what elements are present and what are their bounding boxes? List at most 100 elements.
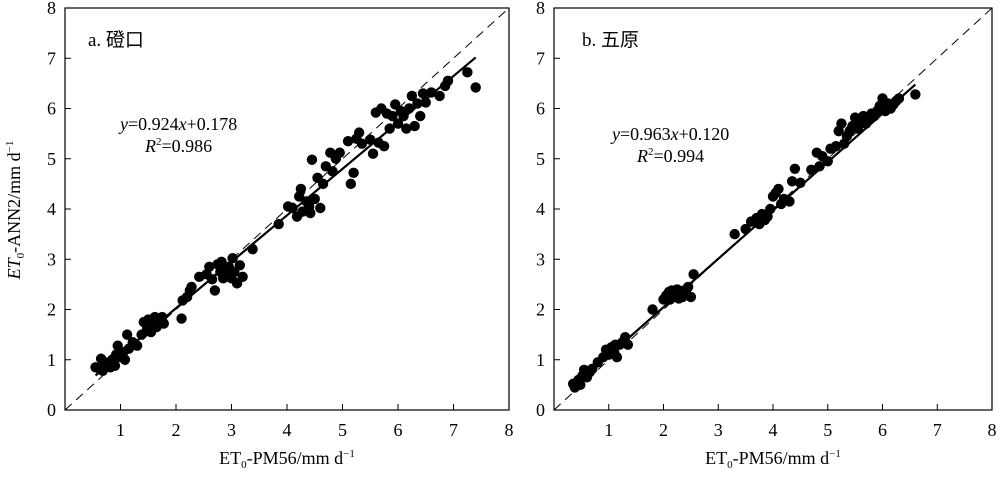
data-point [773,183,784,195]
x-tick-label: 8 [988,420,997,440]
data-point [353,127,365,138]
panel-label: a. 磴口 [88,29,144,51]
data-point [789,163,801,174]
x-tick-label: 4 [769,420,778,440]
data-point [119,354,131,365]
data-point [342,135,354,147]
r2-r: R [144,136,156,156]
x-tick-label: 3 [227,420,236,440]
x-axis-label: ET0-PM56/mm d−1 [705,448,841,471]
data-point [186,281,197,293]
data-point [415,110,426,122]
y-tick-label: 4 [536,199,545,219]
data-point [234,260,246,271]
data-point [334,147,345,158]
y-tick-label: 1 [536,350,545,370]
data-point [442,75,454,87]
x-tick-label: 5 [823,420,832,440]
data-point [822,156,833,167]
data-point [795,177,806,189]
data-point [317,178,329,190]
data-point [356,138,368,149]
data-point [682,281,694,293]
x-tick-label: 4 [283,420,292,440]
y-tick-label: 7 [536,48,545,68]
data-point [406,90,418,102]
x-tick-label: 2 [659,420,668,440]
data-point [365,134,376,145]
data-point [327,166,338,177]
data-point [893,93,905,104]
y-ticks: 0 1 2 3 4 5 6 7 8 [47,0,71,420]
r2-value: =0.986 [162,136,213,156]
data-point [204,261,215,272]
data-point [345,178,357,190]
data-point [806,164,817,176]
data-point [740,223,751,235]
y-tick-label: 3 [47,249,56,269]
data-point [462,67,473,78]
x-tick-label: 2 [172,420,181,440]
data-point [295,183,307,195]
data-point [216,256,227,267]
x-tick-label: 8 [505,420,514,440]
y-tick-label: 5 [47,149,56,169]
data-point [247,244,258,255]
r2-sup: 2 [156,136,162,148]
x-tick-label: 6 [878,420,887,440]
x-tick-label: 3 [714,420,723,440]
x-tick-label: 5 [338,420,347,440]
y-tick-label: 8 [47,0,56,18]
data-point [412,98,423,109]
data-point [131,340,143,351]
data-point [420,97,431,108]
y-tick-label: 4 [47,199,56,219]
fit-equation: y=0.963x+0.120 [610,124,729,144]
y-tick-label: 7 [47,48,56,68]
x-tick-label: 7 [933,420,942,440]
data-point [409,120,420,132]
data-point [575,379,586,391]
reference-line-group [64,7,510,411]
y-tick-label: 6 [536,99,545,119]
reference-line-group [553,7,993,411]
x-tick-label: 7 [449,420,458,440]
data-point [227,253,238,264]
data-point [206,274,218,285]
data-point [367,148,379,159]
fit-equation: y=0.924x+0.178 [118,114,237,134]
y-tick-label: 0 [536,400,545,420]
data-point [109,360,121,371]
points-group [567,89,921,393]
points-group [90,67,481,377]
panel-label: b. 五原 [582,30,639,51]
data-point [121,329,133,340]
data-point [814,161,825,172]
data-point [836,118,847,129]
x-axis-label: ET0-PM56/mm d−1 [219,448,355,471]
data-point [287,202,298,214]
y-tick-label: 3 [536,249,545,269]
eq-part1: =0.924 [128,114,179,134]
x-ticks: 1 2 3 4 5 6 7 8 [116,404,514,440]
x-tick-label: 6 [394,420,403,440]
y-tick-label: 8 [536,0,545,18]
data-point [417,88,429,99]
data-point [392,118,404,129]
r-squared: R2=0.994 [636,146,704,166]
data-point [305,207,316,219]
data-point [273,218,284,230]
y-axis-label: ET0-ANN2/mm d−1 [4,141,27,281]
data-point [237,271,248,283]
data-point [315,202,326,214]
y-tick-label: 5 [536,149,545,169]
eq-part2: +0.178 [187,114,238,134]
y-tick-label: 6 [47,99,56,119]
data-point [830,140,842,152]
data-point [387,110,398,122]
data-point [786,176,798,187]
data-point [401,123,412,134]
